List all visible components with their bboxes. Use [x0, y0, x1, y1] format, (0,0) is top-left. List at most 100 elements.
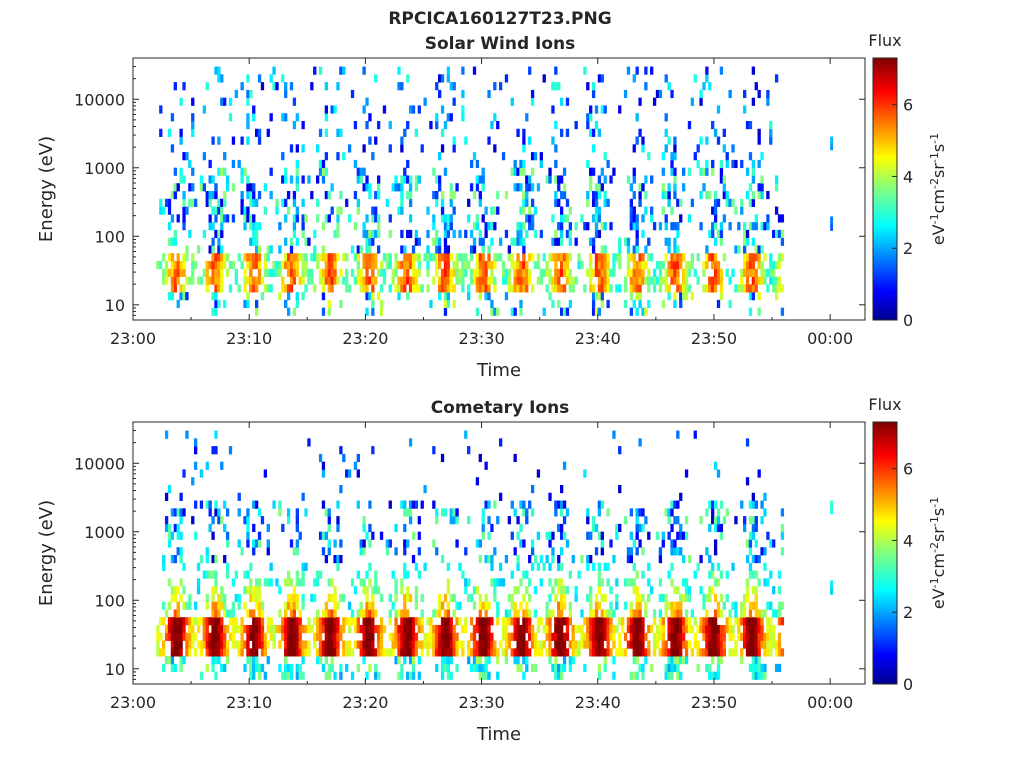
heat-cell: [635, 113, 639, 122]
heat-cell: [379, 624, 384, 634]
heat-cell: [533, 206, 538, 215]
heat-cell: [743, 229, 747, 239]
heat-cell: [478, 284, 482, 293]
heat-cell: [371, 299, 375, 309]
heat-cell: [734, 617, 738, 626]
heat-cell: [406, 159, 410, 169]
heat-cell: [565, 617, 570, 626]
heat-cell: [295, 237, 299, 246]
heat-cell: [246, 648, 250, 657]
heat-cell: [301, 198, 305, 207]
heat-cell: [626, 245, 631, 254]
heat-cell: [257, 578, 262, 587]
heat-cell: [249, 648, 253, 657]
heat-cell: [725, 593, 729, 603]
heat-cell: [711, 500, 715, 509]
heat-cell: [217, 640, 221, 649]
heat-cell: [493, 593, 497, 603]
heat-cell: [333, 554, 337, 564]
heat-cell: [754, 500, 758, 509]
heat-cell: [397, 82, 401, 91]
heat-cell: [560, 593, 564, 603]
heat-cell: [446, 66, 451, 75]
heat-cell: [760, 268, 764, 277]
heat-cell: [557, 183, 561, 192]
heat-cell: [530, 183, 535, 192]
heat-cell: [510, 617, 514, 626]
heat-cell: [255, 198, 259, 207]
heat-cell: [484, 601, 488, 610]
heat-cell: [347, 214, 352, 223]
heat-cell: [673, 167, 677, 176]
heat-cell: [391, 601, 395, 610]
heat-cell: [551, 105, 555, 114]
heat-cell: [478, 648, 482, 657]
heat-cell: [237, 539, 241, 548]
heat-cell: [600, 245, 604, 254]
heat-cell: [522, 190, 526, 200]
heat-cell: [318, 648, 323, 657]
heat-cell: [774, 609, 779, 618]
heat-cell: [176, 260, 180, 270]
heat-cell: [780, 237, 785, 246]
heat-cell: [467, 260, 471, 270]
heat-cell: [777, 663, 782, 673]
heat-cell: [650, 624, 654, 634]
heat-cell: [365, 671, 369, 680]
heat-cell: [318, 632, 323, 641]
heat-cell: [449, 284, 453, 293]
heat-cell: [176, 276, 180, 285]
heat-cell: [220, 640, 224, 649]
heat-cell: [716, 469, 721, 478]
heat-cell: [658, 648, 663, 657]
heat-cell: [377, 292, 381, 301]
heat-cell: [252, 539, 256, 548]
heat-cell: [414, 586, 419, 595]
heat-cell: [211, 601, 215, 610]
heat-cell: [664, 663, 668, 673]
heat-cell: [194, 500, 198, 509]
heat-cell: [525, 609, 529, 618]
heat-cell: [571, 554, 575, 564]
heat-cell: [388, 214, 392, 223]
heat-cell: [690, 260, 695, 270]
heat-cell: [763, 253, 767, 262]
heat-cell: [676, 624, 680, 634]
heat-cell: [542, 640, 546, 649]
heat-cell: [676, 222, 680, 231]
heat-cell: [615, 523, 619, 533]
heat-cell: [719, 276, 724, 285]
heat-cell: [705, 245, 709, 254]
heat-cell: [484, 500, 488, 509]
heat-cell: [522, 167, 526, 176]
heat-cell: [243, 299, 247, 309]
heat-cell: [318, 159, 323, 169]
heat-cell: [263, 469, 268, 478]
heat-cell: [443, 245, 448, 254]
heat-cell: [539, 640, 543, 649]
heat-cell: [664, 648, 668, 657]
heat-cell: [170, 640, 175, 649]
heat-cell: [446, 601, 451, 610]
heat-cell: [705, 593, 709, 603]
heat-cell: [722, 144, 726, 153]
heat-cell: [545, 554, 549, 564]
heat-cell: [481, 671, 485, 680]
heat-cell: [734, 159, 738, 169]
heat-cell: [780, 523, 785, 533]
heat-cell: [830, 587, 834, 595]
heat-cell: [751, 190, 756, 200]
heat-cell: [708, 648, 712, 657]
heat-cell: [490, 617, 494, 626]
heat-cell: [557, 601, 561, 610]
heat-cell: [586, 562, 590, 571]
heat-cell: [237, 284, 241, 293]
heat-cell: [702, 268, 706, 277]
heat-cell: [705, 648, 709, 657]
heat-cell: [365, 237, 369, 246]
heat-cell: [504, 190, 509, 200]
heat-cell: [670, 500, 674, 509]
heat-cell: [368, 640, 372, 649]
heat-cell: [365, 617, 369, 626]
heat-cell: [478, 624, 482, 634]
